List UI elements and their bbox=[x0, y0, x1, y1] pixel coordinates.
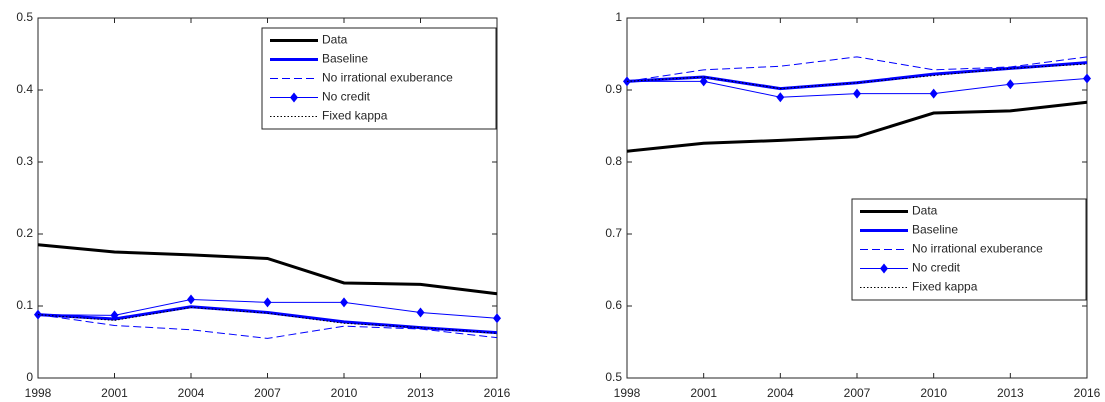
legend-label: Baseline bbox=[322, 52, 368, 66]
legend-label: Fixed kappa bbox=[322, 109, 388, 123]
x-tick-label: 2001 bbox=[101, 386, 128, 400]
marker bbox=[493, 313, 501, 324]
y-tick-label: 0.2 bbox=[16, 226, 33, 240]
legend-marker bbox=[880, 263, 888, 274]
y-tick-label: 0.5 bbox=[605, 370, 622, 384]
legend-label: No credit bbox=[912, 261, 961, 275]
legend-label: Baseline bbox=[912, 223, 958, 237]
x-tick-label: 2007 bbox=[844, 386, 871, 400]
y-tick-label: 0.7 bbox=[605, 226, 622, 240]
legend-label: Fixed kappa bbox=[912, 280, 978, 294]
x-tick-label: 2001 bbox=[690, 386, 717, 400]
y-tick-label: 0.6 bbox=[605, 298, 622, 312]
series-line bbox=[37, 314, 498, 339]
series-line bbox=[37, 243, 498, 296]
marker bbox=[1083, 73, 1091, 84]
series-line bbox=[626, 100, 1088, 153]
x-tick-label: 2004 bbox=[178, 386, 205, 400]
marker bbox=[340, 297, 348, 308]
y-tick-label: 0.9 bbox=[605, 82, 622, 96]
marker bbox=[110, 310, 119, 321]
x-tick-label: 2010 bbox=[331, 386, 358, 400]
series-line bbox=[626, 56, 1088, 82]
y-tick-label: 0.8 bbox=[605, 154, 622, 168]
plot-area bbox=[626, 17, 1088, 379]
marker bbox=[853, 88, 861, 99]
marker bbox=[416, 307, 425, 318]
y-tick-label: 0.5 bbox=[16, 10, 33, 24]
y-tick-label: 1 bbox=[615, 10, 622, 24]
legend-label: No credit bbox=[322, 90, 371, 104]
legend-marker bbox=[290, 92, 298, 103]
y-tick-label: 0.1 bbox=[16, 298, 33, 312]
legend-label: No irrational exuberance bbox=[912, 242, 1043, 256]
series-line bbox=[626, 63, 1088, 90]
marker bbox=[699, 76, 708, 87]
y-tick-label: 0 bbox=[26, 370, 33, 384]
x-tick-label: 2013 bbox=[407, 386, 434, 400]
legend-box bbox=[851, 198, 1087, 301]
legend-label: Data bbox=[912, 204, 938, 218]
y-tick-label: 0.3 bbox=[16, 154, 33, 168]
x-tick-label: 2010 bbox=[920, 386, 947, 400]
marker bbox=[776, 92, 785, 103]
x-tick-label: 2016 bbox=[484, 386, 511, 400]
x-tick-label: 2016 bbox=[1074, 386, 1101, 400]
series-line bbox=[37, 306, 498, 334]
x-tick-label: 1998 bbox=[614, 386, 641, 400]
x-tick-label: 2007 bbox=[254, 386, 281, 400]
y-tick-label: 0.4 bbox=[16, 82, 33, 96]
x-tick-label: 2004 bbox=[767, 386, 794, 400]
marker bbox=[929, 88, 938, 99]
legend-label: No irrational exuberance bbox=[322, 71, 453, 85]
x-tick-label: 2013 bbox=[997, 386, 1024, 400]
marker bbox=[187, 294, 195, 305]
x-tick-label: 1998 bbox=[25, 386, 52, 400]
legend-label: Data bbox=[322, 33, 348, 47]
marker bbox=[1006, 79, 1015, 90]
marker bbox=[263, 297, 272, 308]
